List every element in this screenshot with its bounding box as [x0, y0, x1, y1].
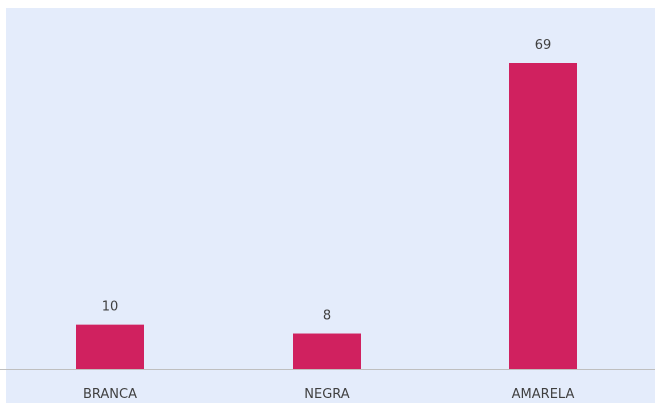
bar-branca: [76, 324, 144, 369]
bar-amarela: [509, 63, 577, 369]
x-tick-label-branca: BRANCA: [83, 387, 137, 402]
bar-negra: [293, 333, 361, 369]
x-tick-label-amarela: AMARELA: [512, 387, 575, 402]
data-label-negra: 8: [323, 309, 331, 324]
x-tick-label-negra: NEGRA: [304, 387, 350, 402]
data-label-amarela: 69: [535, 38, 552, 53]
data-label-branca: 10: [102, 300, 119, 315]
